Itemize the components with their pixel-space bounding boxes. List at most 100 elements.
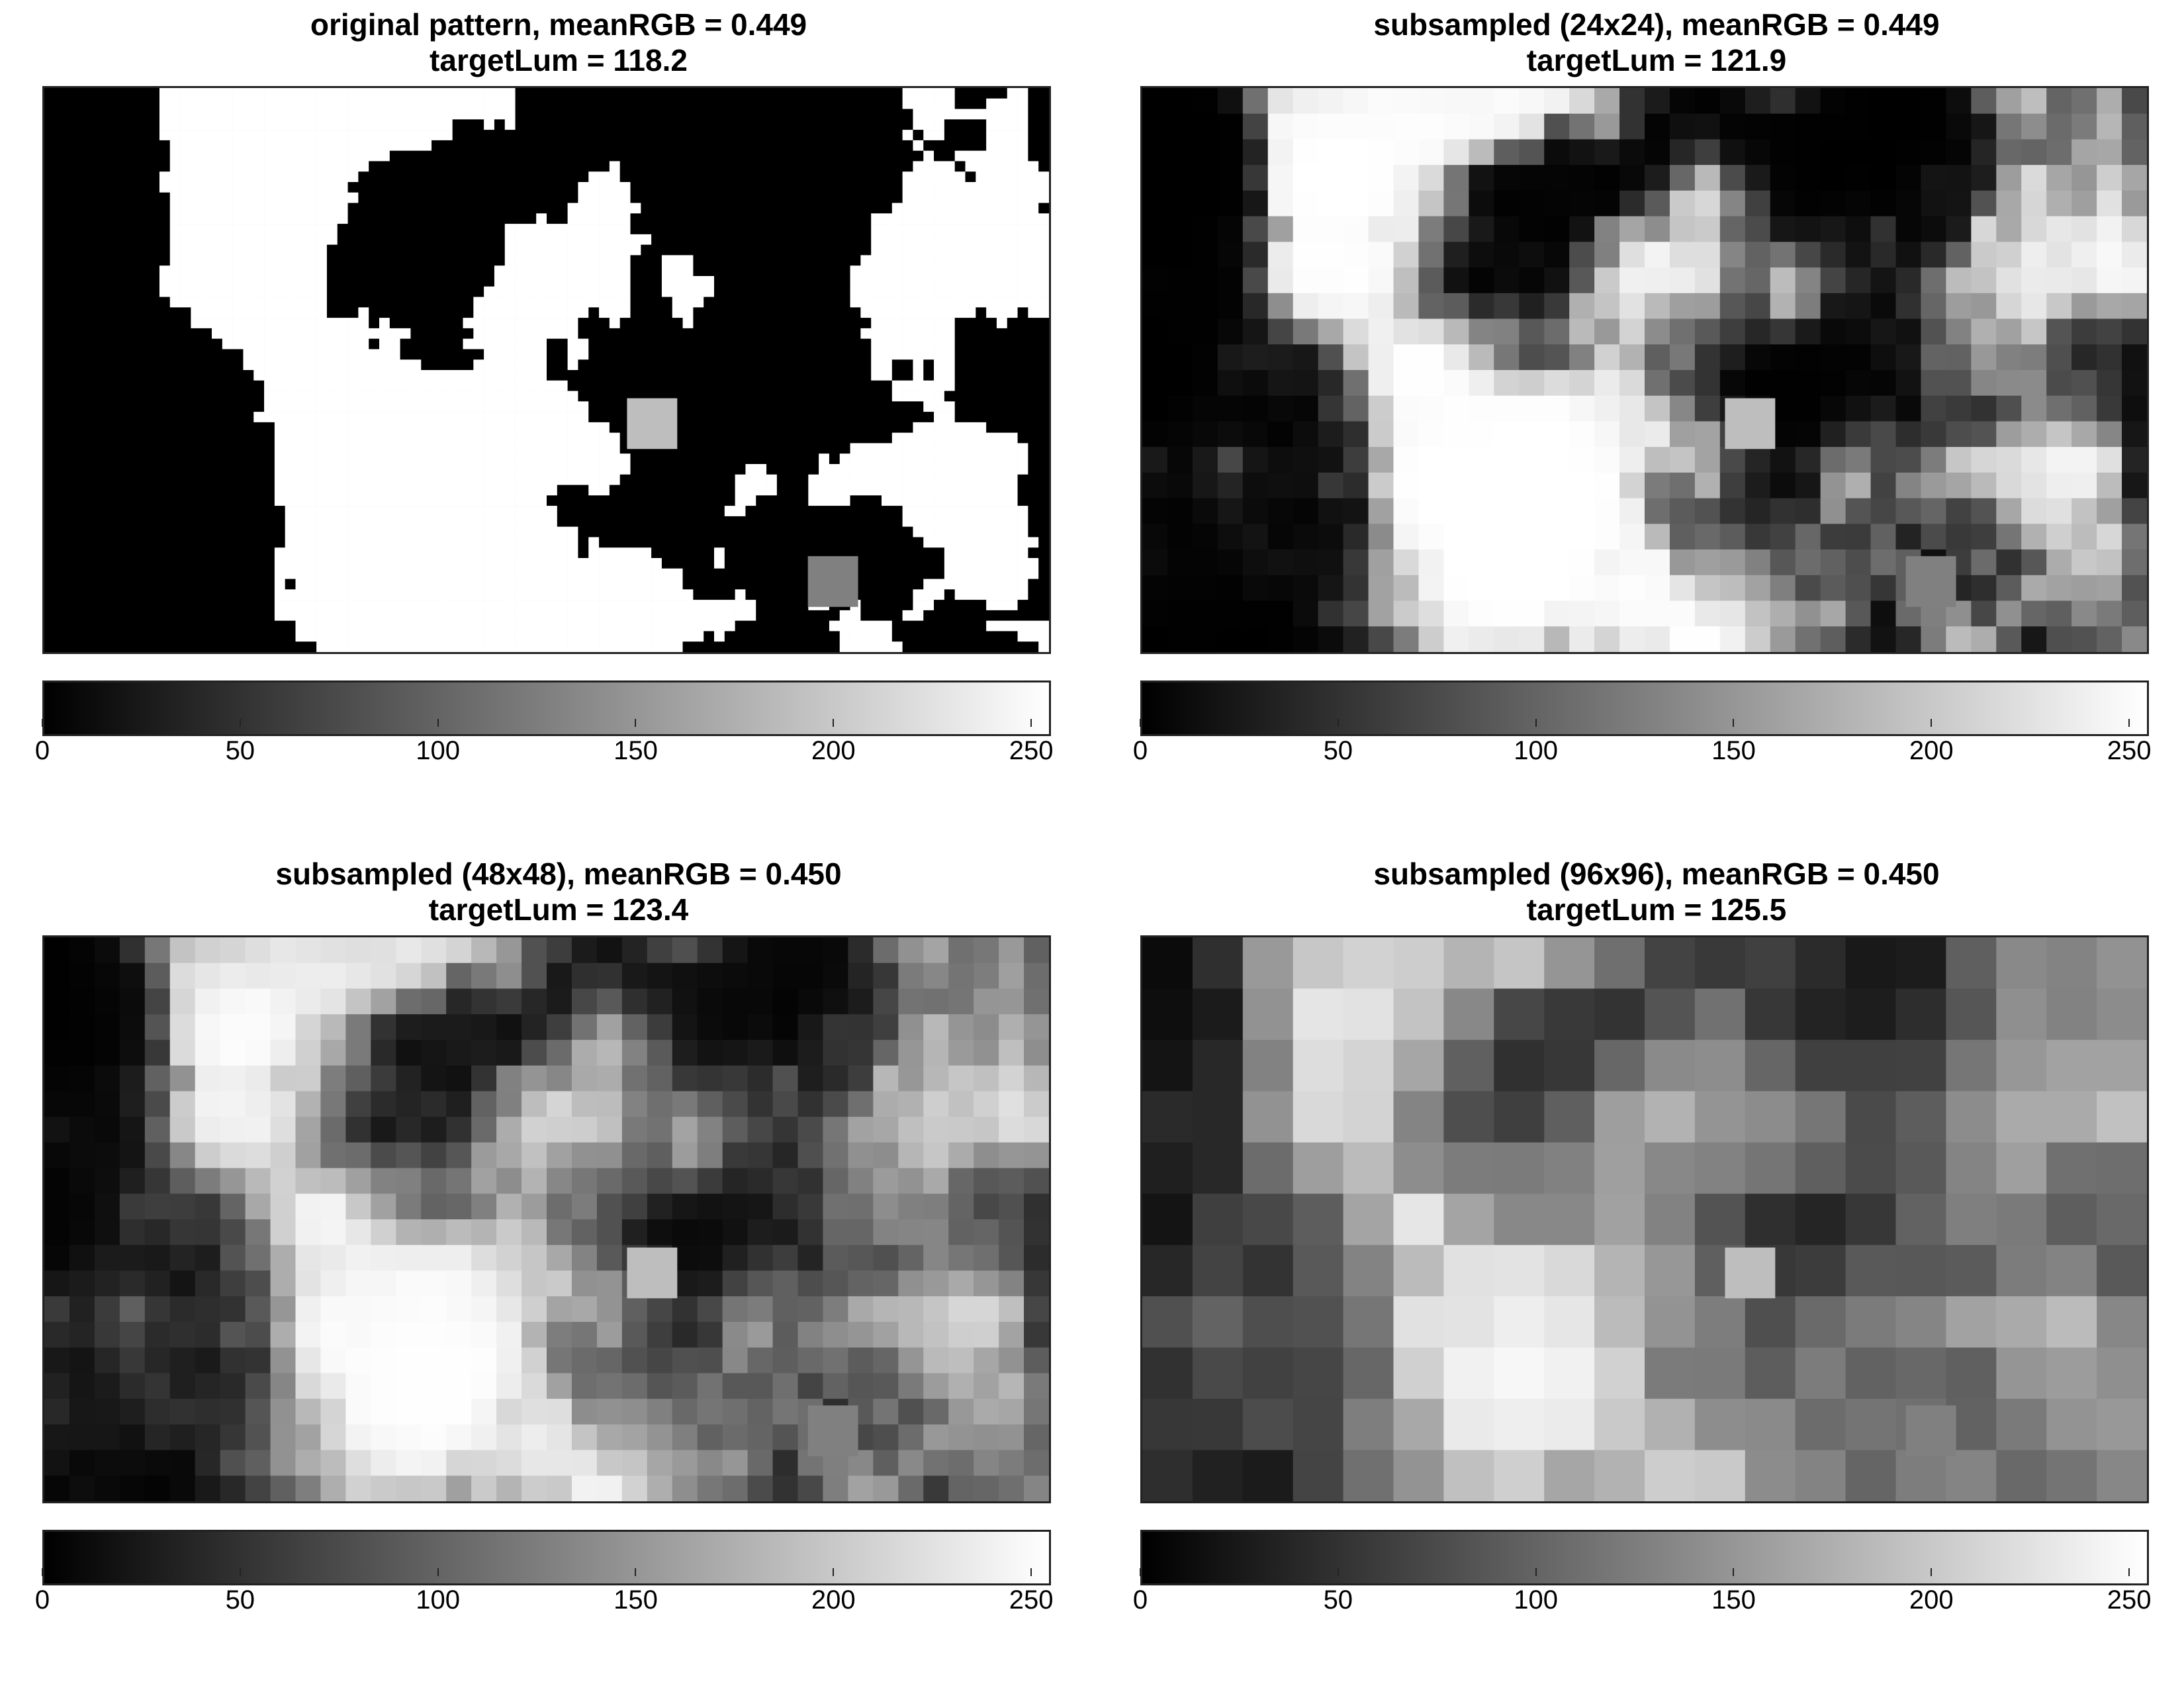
heatmap-cell [222, 370, 233, 381]
heatmap-cell [797, 150, 809, 162]
heatmap-cell [735, 610, 746, 621]
heatmap-cell [1017, 265, 1028, 277]
heatmap-cell [808, 485, 819, 496]
heatmap-cell [484, 328, 495, 339]
heatmap-cell [704, 109, 715, 120]
heatmap-cell [452, 432, 463, 444]
heatmap-cell [819, 307, 830, 318]
heatmap-cell [913, 255, 924, 266]
heatmap-cell [347, 88, 359, 99]
heatmap-cell [829, 171, 841, 183]
heatmap-cell [253, 297, 265, 308]
heatmap-cell [326, 620, 338, 632]
heatmap-cell [117, 464, 128, 475]
heatmap-cell [672, 558, 683, 569]
heatmap-cell [494, 620, 506, 632]
heatmap-cell [138, 422, 150, 433]
heatmap-cell [44, 516, 56, 527]
heatmap-cell [693, 516, 704, 527]
heatmap-cell [693, 109, 704, 120]
heatmap-cell [547, 579, 558, 590]
heatmap-cell [619, 610, 631, 621]
heatmap-cell [75, 171, 87, 183]
heatmap-cell [1017, 443, 1028, 454]
heatmap-cell [358, 150, 369, 162]
heatmap-cell [138, 600, 150, 611]
heatmap-cell [1017, 234, 1028, 245]
heatmap-cell [913, 161, 924, 172]
heatmap-cell [347, 328, 359, 339]
heatmap-cell [484, 370, 495, 381]
heatmap-cell [306, 119, 317, 130]
heatmap-cell [986, 432, 997, 444]
heatmap-cell [557, 589, 568, 600]
heatmap-cell [693, 526, 704, 538]
heatmap-cell [839, 161, 850, 172]
heatmap-cell [389, 192, 400, 203]
heatmap-cell [432, 422, 443, 433]
heatmap-cell [117, 558, 128, 569]
heatmap-cell [264, 401, 275, 412]
heatmap-cell [735, 88, 746, 99]
heatmap-cell [432, 359, 443, 371]
heatmap-cell [651, 234, 662, 245]
heatmap-cell [756, 265, 767, 277]
heatmap-cell [704, 453, 715, 465]
heatmap-cell [232, 558, 244, 569]
heatmap-cell [986, 558, 997, 569]
heatmap-cell [557, 464, 568, 475]
heatmap-cell [599, 401, 610, 412]
heatmap-cell [819, 119, 830, 130]
heatmap-cell [264, 328, 275, 339]
heatmap-cell [515, 276, 526, 287]
heatmap-cell [756, 391, 767, 402]
heatmap-cell [421, 297, 432, 308]
heatmap-cell [797, 192, 809, 203]
heatmap-cell [819, 453, 830, 465]
heatmap-cell [839, 422, 850, 433]
heatmap-cell [452, 265, 463, 277]
heatmap-cell [463, 610, 474, 621]
heatmap-cell [913, 224, 924, 235]
heatmap-cell [641, 109, 652, 120]
heatmap-cell [902, 412, 913, 423]
heatmap-cell [599, 338, 610, 350]
heatmap-cell [672, 265, 683, 277]
heatmap-cell [766, 485, 778, 496]
heatmap-cell [1007, 328, 1018, 339]
heatmap-cell [264, 297, 275, 308]
heatmap-cell [588, 620, 600, 632]
heatmap-cell [337, 307, 348, 318]
heatmap-cell [201, 464, 212, 475]
heatmap-cell [117, 338, 128, 350]
heatmap-cell [745, 359, 756, 371]
heatmap-cell [808, 380, 819, 391]
heatmap-cell [525, 610, 537, 621]
heatmap-cell [766, 359, 778, 371]
heatmap-cell [232, 506, 244, 517]
heatmap-cell [358, 380, 369, 391]
heatmap-cell [567, 579, 578, 590]
heatmap-cell [651, 579, 662, 590]
heatmap-cell [191, 474, 202, 485]
heatmap-cell [169, 537, 181, 548]
heatmap-cell [1007, 547, 1018, 559]
heatmap-cell [149, 537, 160, 548]
heatmap-cell [441, 547, 453, 559]
heatmap-cell [882, 130, 893, 141]
heatmap-cell [693, 119, 704, 130]
heatmap-cell [86, 391, 97, 402]
heatmap-cell [421, 203, 432, 214]
heatmap-cell [326, 537, 338, 548]
heatmap-cell [808, 370, 819, 381]
heatmap-cell [54, 422, 66, 433]
heatmap-cell [295, 610, 306, 621]
heatmap-cell [97, 328, 108, 339]
heatmap-cell [641, 234, 652, 245]
heatmap-cell [787, 516, 798, 527]
heatmap-cell [358, 412, 369, 423]
heatmap-cell [588, 579, 600, 590]
heatmap-cell [515, 213, 526, 224]
heatmap-cell [547, 610, 558, 621]
heatmap-cell [232, 453, 244, 465]
